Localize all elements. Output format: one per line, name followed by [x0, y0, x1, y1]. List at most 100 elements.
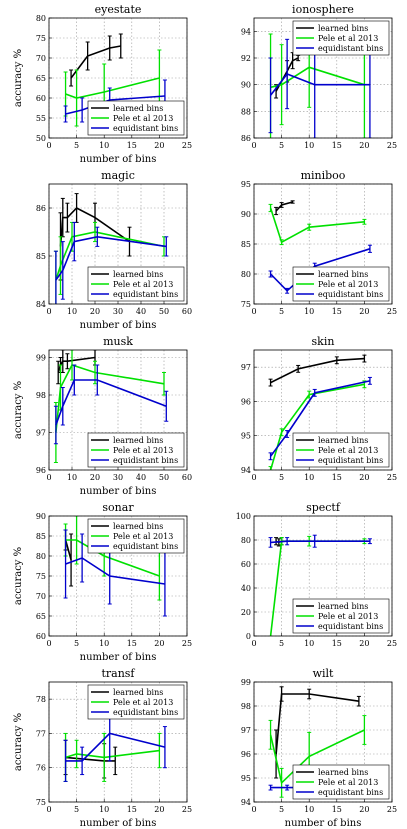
legend-label: Pele et al 2013 [318, 34, 378, 43]
x-tick-label: 10 [304, 805, 314, 814]
y-tick-label: 94 [241, 798, 251, 807]
legend-label: equidistant bins [318, 788, 383, 797]
x-tick-label: 60 [182, 307, 192, 316]
y-tick-label: 86 [36, 204, 46, 213]
y-tick-label: 99 [36, 354, 46, 363]
y-tick-label: 75 [36, 34, 46, 43]
series-line-equi [269, 380, 371, 457]
x-axis-label: number of bins [285, 818, 362, 829]
y-tick-label: 86 [241, 134, 251, 143]
y-tick-label: 85 [36, 252, 46, 261]
y-tick-label: 97 [241, 726, 251, 735]
x-tick-label: 5 [74, 805, 79, 814]
y-tick-label: 97 [36, 429, 46, 438]
y-tick-label: 55 [36, 114, 46, 123]
y-tick-label: 50 [36, 134, 46, 143]
x-tick-label: 50 [159, 473, 169, 482]
series-line-equi [270, 540, 370, 544]
series-line-pele [65, 77, 160, 99]
x-tick-label: 10 [67, 307, 77, 316]
x-tick-label: 0 [251, 307, 256, 316]
panel-eyestate: eyestate 0 5 10 15 20 25 50 55 60 65 70 75 80 learned … [13, 3, 192, 165]
y-tick-label: 95 [241, 180, 251, 189]
axes-frame [48, 349, 188, 471]
x-tick-label: 15 [332, 141, 342, 150]
y-axis-label: accuracy % [13, 713, 24, 771]
axes-frame [48, 17, 188, 139]
legend-label: Pele et al 2013 [113, 114, 173, 123]
legend-label: Pele et al 2013 [318, 446, 378, 455]
x-tick-label: 0 [251, 805, 256, 814]
legend-label: equidistant bins [113, 456, 178, 465]
x-tick-label: 0 [251, 141, 256, 150]
x-tick-label: 40 [136, 473, 146, 482]
x-tick-label: 10 [99, 141, 109, 150]
panel-musk: musk 0 10 20 30 40 50 60 96 97 98 99 learned binsPel… [13, 335, 192, 497]
x-tick-label: 15 [332, 307, 342, 316]
y-tick-label: 78 [36, 695, 46, 704]
legend-label: learned bins [318, 24, 368, 33]
x-tick-label: 15 [332, 805, 342, 814]
x-tick-label: 5 [74, 639, 79, 648]
y-tick-label: 88 [241, 107, 251, 116]
panel-wilt: wilt 0 5 10 15 20 25 94 95 96 97 98 99 learned binsPe… [241, 667, 397, 829]
x-tick-label: 30 [113, 307, 123, 316]
axes-frame [48, 515, 188, 637]
x-tick-label: 60 [182, 473, 192, 482]
x-tick-label: 20 [154, 639, 164, 648]
panel-magic: magic 0 10 20 30 40 50 60 84 85 86 learned binsPele… [36, 169, 192, 331]
series-line-learned [70, 45, 121, 79]
panel-title: spectf [306, 501, 341, 514]
series-line-learned [275, 693, 360, 755]
y-tick-label: 20 [241, 608, 251, 617]
panel-sonar: sonar 0 5 10 15 20 25 60 65 70 75 80 85 90 learned bin… [13, 501, 192, 663]
legend-label: equidistant bins [113, 708, 178, 717]
y-tick-label: 70 [36, 592, 46, 601]
x-tick-label: 25 [182, 141, 192, 150]
axes-frame [253, 349, 393, 471]
panel-title: ionosphere [292, 3, 354, 16]
y-tick-label: 40 [241, 584, 251, 593]
axes-frame [253, 681, 393, 803]
x-tick-label: 15 [127, 805, 137, 814]
legend-label: Pele et al 2013 [113, 532, 173, 541]
series-line-learned [270, 357, 365, 384]
legend-label: equidistant bins [113, 290, 178, 299]
y-tick-label: 65 [36, 612, 46, 621]
panel-title: musk [103, 335, 133, 348]
panel-title: magic [101, 169, 135, 182]
legend-label: learned bins [318, 270, 368, 279]
plot-area [268, 534, 372, 636]
y-tick-label: 94 [241, 466, 251, 475]
y-tick-label: 70 [36, 54, 46, 63]
x-tick-label: 0 [46, 141, 51, 150]
x-tick-label: 40 [136, 307, 146, 316]
series-line-pele [269, 383, 365, 470]
x-tick-label: 5 [279, 141, 284, 150]
axes-frame [253, 17, 393, 139]
y-tick-label: 96 [241, 750, 251, 759]
axes-frame [253, 183, 393, 305]
series-line-learned [275, 201, 293, 212]
axes-frame [253, 515, 393, 637]
legend-label: Pele et al 2013 [318, 280, 378, 289]
y-tick-label: 90 [241, 81, 251, 90]
y-tick-label: 90 [241, 210, 251, 219]
x-tick-label: 5 [279, 639, 284, 648]
legend-label: learned bins [113, 688, 163, 697]
x-tick-label: 20 [359, 473, 369, 482]
y-tick-label: 65 [36, 74, 46, 83]
x-tick-label: 10 [304, 639, 314, 648]
legend-label: Pele et al 2013 [113, 698, 173, 707]
y-tick-label: 75 [241, 300, 251, 309]
axes-frame [48, 681, 188, 803]
legend-label: learned bins [113, 104, 163, 113]
y-tick-label: 80 [241, 270, 251, 279]
